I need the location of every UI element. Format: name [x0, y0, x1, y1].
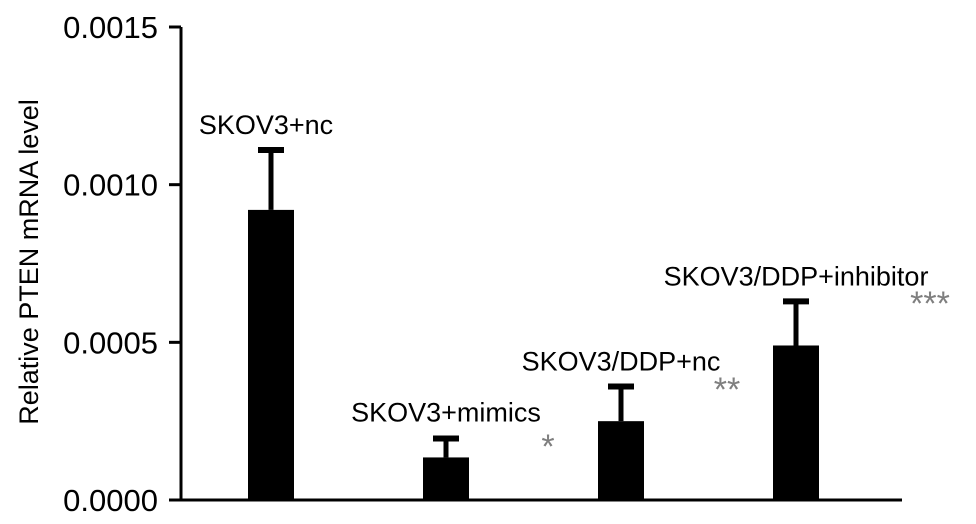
bar	[773, 345, 819, 500]
bar-category-label: SKOV3+mimics	[351, 398, 541, 428]
significance-mark: **	[714, 371, 740, 409]
bar-category-label: SKOV3/DDP+inhibitor	[664, 261, 929, 291]
y-axis-label: Relative PTEN mRNA level	[14, 99, 44, 425]
significance-mark: ***	[910, 285, 950, 323]
y-tick-label: 0.0015	[63, 10, 158, 45]
significance-mark: *	[541, 428, 554, 466]
bar	[598, 421, 644, 500]
bars-group: SKOV3+nc SKOV3+mimics* SKOV3/DDP+nc** SKOV3…	[199, 110, 950, 501]
bar	[423, 457, 469, 500]
y-tick-label: 0.0000	[63, 483, 158, 518]
bar	[248, 209, 294, 501]
bar-category-label: SKOV3/DDP+nc	[522, 346, 721, 376]
y-tick-label: 0.0005	[63, 325, 158, 360]
y-axis: 0.0000 0.0005 0.0010 0.0015	[63, 10, 183, 518]
bar-category-label: SKOV3+nc	[199, 110, 333, 140]
y-tick-label: 0.0010	[63, 168, 158, 203]
